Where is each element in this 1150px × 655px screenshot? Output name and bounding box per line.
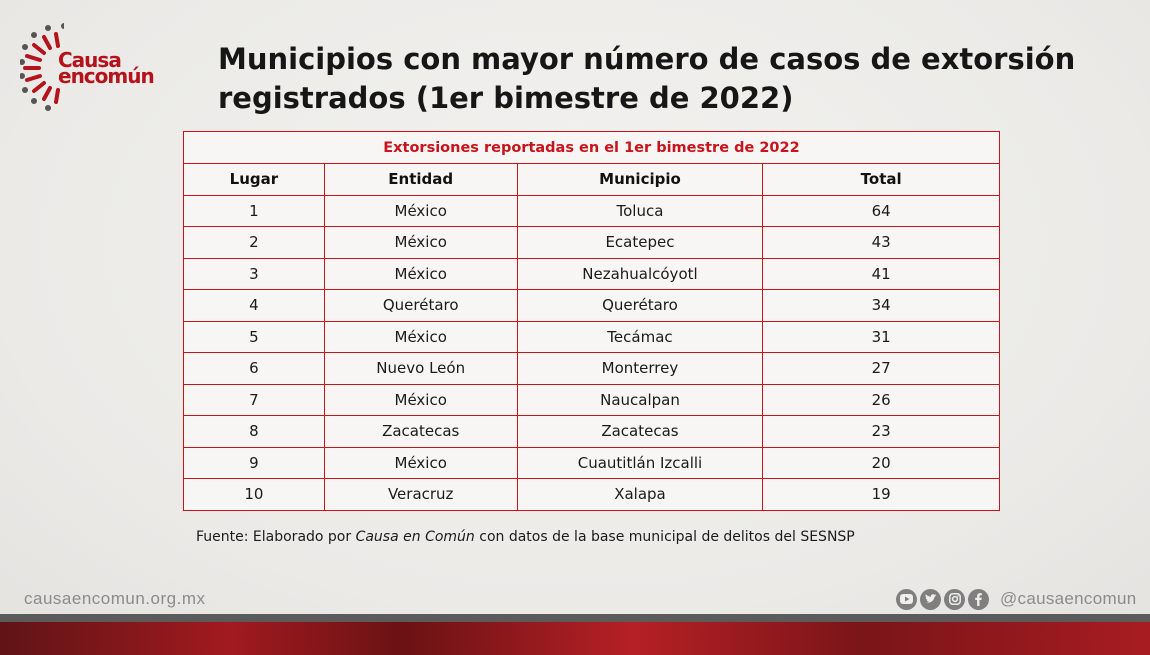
- cell-entidad: México: [323, 226, 518, 259]
- cell-lugar: 3: [183, 257, 325, 290]
- cell-total: 27: [762, 352, 1000, 385]
- facebook-icon[interactable]: [968, 588, 989, 610]
- slide: Causa encomún Municipios con mayor númer…: [0, 0, 1150, 614]
- cell-lugar: 8: [183, 415, 325, 448]
- cell-municipio: Nezahualcóyotl: [516, 257, 764, 290]
- table-row: 3 México Nezahualcóyotl 41: [183, 257, 1000, 290]
- cell-total: 43: [762, 226, 1000, 259]
- cell-entidad: México: [323, 383, 518, 416]
- logo-sunburst-icon: [20, 23, 64, 111]
- cell-entidad: Veracruz: [323, 478, 518, 511]
- table-row: 4 Querétaro Querétaro 34: [183, 289, 1000, 322]
- cell-entidad: México: [323, 257, 518, 290]
- cell-municipio: Cuautitlán Izcalli: [516, 446, 764, 479]
- logo-text-encomun: encomún: [58, 64, 155, 88]
- cell-total: 34: [762, 289, 1000, 322]
- cell-municipio: Naucalpan: [516, 383, 764, 416]
- cell-total: 19: [762, 478, 1000, 511]
- table-row: 5 México Tecámac 31: [183, 320, 1000, 353]
- cell-total: 41: [762, 257, 1000, 290]
- cell-municipio: Xalapa: [516, 478, 764, 511]
- table-row: 10 Veracruz Xalapa 19: [183, 478, 1000, 511]
- table-row: 1 México Toluca 64: [183, 194, 1000, 227]
- footer-website-link[interactable]: causaencomun.org.mx: [24, 589, 206, 608]
- cell-municipio: Zacatecas: [516, 415, 764, 448]
- cell-entidad: Zacatecas: [323, 415, 518, 448]
- table-row: 9 México Cuautitlán Izcalli 20: [183, 446, 1000, 479]
- logo-text-causa: Causa: [58, 48, 122, 72]
- twitter-icon[interactable]: [920, 588, 941, 610]
- instagram-icon[interactable]: [944, 588, 965, 610]
- table-row: 7 México Naucalpan 26: [183, 383, 1000, 416]
- cell-municipio: Querétaro: [516, 289, 764, 322]
- header-municipio: Municipio: [516, 163, 764, 196]
- cell-municipio: Toluca: [516, 194, 764, 227]
- cell-lugar: 7: [183, 383, 325, 416]
- cell-entidad: Querétaro: [323, 289, 518, 322]
- source-note: Fuente: Elaborado por Causa en Común con…: [196, 529, 855, 545]
- cell-municipio: Ecatepec: [516, 226, 764, 259]
- cell-total: 31: [762, 320, 1000, 353]
- header-lugar: Lugar: [183, 163, 325, 196]
- youtube-icon[interactable]: [896, 588, 917, 610]
- cell-entidad: Nuevo León: [323, 352, 518, 385]
- cell-lugar: 4: [183, 289, 325, 322]
- social-links: @causaencomun: [896, 588, 1136, 610]
- cell-entidad: México: [323, 446, 518, 479]
- cell-lugar: 2: [183, 226, 325, 259]
- cell-entidad: México: [323, 194, 518, 227]
- cell-total: 23: [762, 415, 1000, 448]
- page-title: Municipios con mayor número de casos de …: [218, 42, 1076, 115]
- header-entidad: Entidad: [323, 163, 518, 196]
- source-org: Causa en Común: [355, 529, 475, 545]
- social-handle[interactable]: @causaencomun: [1000, 589, 1137, 608]
- cell-lugar: 9: [183, 446, 325, 479]
- header-total: Total: [762, 163, 1000, 196]
- table-row: 8 Zacatecas Zacatecas 23: [183, 415, 1000, 448]
- cell-total: 64: [762, 194, 1000, 227]
- cell-lugar: 10: [183, 478, 325, 511]
- table-caption: Extorsiones reportadas en el 1er bimestr…: [183, 131, 1000, 164]
- cell-lugar: 5: [183, 320, 325, 353]
- causa-en-comun-logo: Causa encomún: [20, 20, 160, 112]
- source-prefix: Fuente: Elaborado por: [196, 529, 356, 545]
- cell-entidad: México: [323, 320, 518, 353]
- bottom-decorative-band: [0, 622, 1150, 655]
- cell-municipio: Tecámac: [516, 320, 764, 353]
- source-suffix: con datos de la base municipal de delito…: [474, 529, 855, 545]
- table-row: 6 Nuevo León Monterrey 27: [183, 352, 1000, 385]
- table-row: 2 México Ecatepec 43: [183, 226, 1000, 259]
- cell-lugar: 6: [183, 352, 325, 385]
- cell-municipio: Monterrey: [516, 352, 764, 385]
- footer-divider: [0, 614, 1150, 622]
- cell-total: 20: [762, 446, 1000, 479]
- extortion-table: Extorsiones reportadas en el 1er bimestr…: [183, 131, 1000, 511]
- cell-total: 26: [762, 383, 1000, 416]
- cell-lugar: 1: [183, 194, 325, 227]
